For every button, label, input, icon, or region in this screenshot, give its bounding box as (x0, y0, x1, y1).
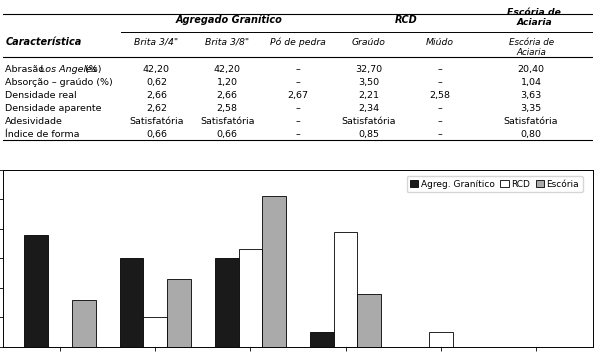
Text: Satisfatória: Satisfatória (129, 117, 184, 126)
Text: Satisfatória: Satisfatória (342, 117, 396, 126)
Text: Satisfatória: Satisfatória (504, 117, 558, 126)
Text: 0,80: 0,80 (520, 130, 542, 139)
Bar (215, 258, 238, 347)
Text: 1,20: 1,20 (217, 78, 238, 87)
Text: –: – (437, 104, 442, 113)
Text: –: – (296, 117, 300, 126)
Bar (310, 332, 334, 347)
Text: Pó de pedra: Pó de pedra (270, 38, 326, 47)
Text: Característica: Característica (5, 38, 82, 47)
Text: Miúdo: Miúdo (426, 38, 454, 47)
Bar (24, 235, 48, 347)
Text: 0,62: 0,62 (146, 78, 167, 87)
Bar (358, 294, 381, 347)
Bar (144, 318, 167, 347)
Text: 1,04: 1,04 (520, 78, 542, 87)
Text: 0,66: 0,66 (146, 130, 167, 139)
Text: (%): (%) (82, 65, 101, 74)
Text: 3,50: 3,50 (358, 78, 380, 87)
Text: 3,63: 3,63 (520, 91, 542, 100)
Text: 2,66: 2,66 (217, 91, 238, 100)
Text: –: – (296, 104, 300, 113)
Text: Escória de
Aciaria: Escória de Aciaria (507, 8, 561, 27)
Text: 0,85: 0,85 (358, 130, 379, 139)
Bar (120, 258, 144, 347)
Text: Adesividade: Adesividade (5, 117, 63, 126)
Bar (72, 299, 96, 347)
Text: –: – (437, 117, 442, 126)
Text: 2,58: 2,58 (429, 91, 450, 100)
Text: Índice de forma: Índice de forma (5, 130, 80, 139)
Text: Densidade aparente: Densidade aparente (5, 104, 102, 113)
Text: 2,62: 2,62 (146, 104, 167, 113)
Text: Absorção – graúdo (%): Absorção – graúdo (%) (5, 78, 113, 87)
Text: Brita 3/8": Brita 3/8" (205, 38, 249, 47)
Bar (167, 279, 191, 347)
Text: –: – (296, 65, 300, 74)
Text: 2,67: 2,67 (287, 91, 309, 100)
Legend: Agreg. Granítico, RCD, Escória: Agreg. Granítico, RCD, Escória (406, 176, 583, 192)
Text: Escória de
Aciaria: Escória de Aciaria (508, 38, 554, 57)
Text: Satisfatória: Satisfatória (200, 117, 254, 126)
Text: –: – (296, 130, 300, 139)
Text: 20,40: 20,40 (517, 65, 545, 74)
Text: 42,20: 42,20 (214, 65, 241, 74)
Text: –: – (437, 65, 442, 74)
Text: 3,35: 3,35 (520, 104, 542, 113)
Text: Abrasão: Abrasão (5, 65, 47, 74)
Text: 2,21: 2,21 (358, 91, 379, 100)
Text: 32,70: 32,70 (355, 65, 383, 74)
Text: Brita 3/4": Brita 3/4" (134, 38, 178, 47)
Text: Graúdo: Graúdo (352, 38, 386, 47)
Text: 2,58: 2,58 (217, 104, 238, 113)
Text: Los Angeles: Los Angeles (39, 65, 97, 74)
Text: Densidade real: Densidade real (5, 91, 77, 100)
Text: –: – (296, 78, 300, 87)
Bar (238, 250, 262, 347)
Bar (334, 232, 358, 347)
Text: 42,20: 42,20 (143, 65, 170, 74)
Text: Agregado Granítico: Agregado Granítico (175, 14, 282, 25)
Text: 2,34: 2,34 (358, 104, 380, 113)
Bar (429, 332, 452, 347)
Bar (262, 196, 286, 347)
Text: 0,66: 0,66 (217, 130, 238, 139)
Text: –: – (437, 130, 442, 139)
Text: 2,66: 2,66 (146, 91, 167, 100)
Text: RCD: RCD (395, 15, 417, 25)
Text: –: – (437, 78, 442, 87)
